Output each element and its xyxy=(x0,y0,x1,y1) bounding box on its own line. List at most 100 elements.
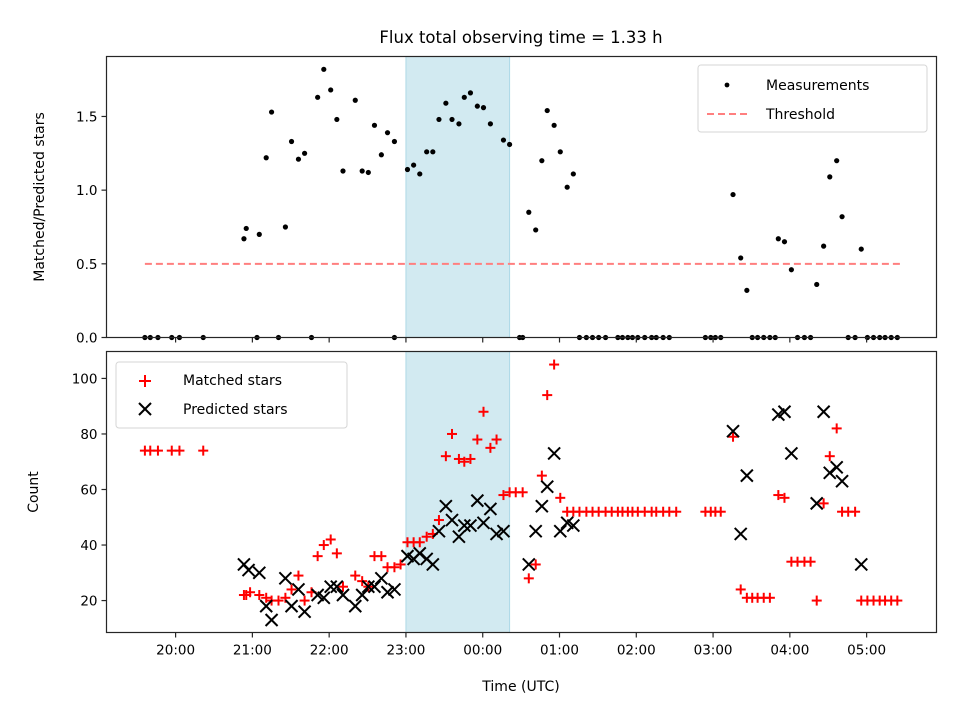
legend-threshold-label: Threshold xyxy=(765,107,835,123)
measurement-point xyxy=(544,107,550,114)
predicted-star-marker xyxy=(317,591,331,605)
predicted-star-marker xyxy=(483,502,498,516)
measurement-point xyxy=(506,141,513,148)
measurement-point xyxy=(564,184,570,190)
measurement-point xyxy=(411,162,417,168)
matched-star-marker xyxy=(350,570,361,581)
predicted-star-marker xyxy=(816,405,831,419)
top-highlight-span xyxy=(405,56,511,338)
legend-matched-label: Matched stars xyxy=(183,373,282,389)
measurement-point xyxy=(288,138,295,145)
chart-title: Flux total observing time = 1.33 h xyxy=(379,28,662,47)
measurement-point xyxy=(328,87,334,93)
measurement-point xyxy=(334,116,340,123)
measurement-point xyxy=(378,152,384,158)
measurement-point xyxy=(268,109,275,115)
predicted-star-marker xyxy=(323,579,338,594)
predicted-star-marker xyxy=(367,579,382,594)
predicted-star-marker xyxy=(336,588,350,602)
predicted-star-marker xyxy=(380,585,395,599)
bottom-xtick-label: 02:00 xyxy=(617,643,656,659)
matched-star-marker xyxy=(465,453,476,464)
measurement-point xyxy=(430,149,436,155)
matched-star-marker xyxy=(811,595,822,606)
matched-star-marker xyxy=(414,537,425,548)
matched-star-marker xyxy=(198,445,209,456)
top-ytick-label: 1.0 xyxy=(76,183,97,199)
measurement-point xyxy=(461,94,467,100)
measurement-point xyxy=(526,209,532,215)
measurement-point xyxy=(301,150,308,156)
predicted-star-marker xyxy=(348,599,362,613)
matched-star-marker xyxy=(245,587,256,598)
predicted-star-marker xyxy=(522,557,536,572)
bottom-ytick-label: 20 xyxy=(80,594,97,610)
matched-star-marker xyxy=(715,506,726,517)
matched-star-marker xyxy=(389,562,400,573)
measurement-point xyxy=(456,121,462,127)
measurement-point xyxy=(340,168,346,174)
measurement-point xyxy=(352,97,358,103)
predicted-star-marker xyxy=(264,613,279,627)
matched-star-marker xyxy=(337,581,348,592)
predicted-star-marker xyxy=(278,571,293,586)
top-ytick-label: 0.5 xyxy=(76,257,97,273)
matched-star-marker xyxy=(286,584,297,595)
predicted-star-marker xyxy=(535,499,549,513)
predicted-star-marker xyxy=(330,579,344,594)
top-legend-box xyxy=(697,64,928,133)
matched-star-marker xyxy=(728,431,739,442)
measurement-point xyxy=(365,169,371,176)
predicted-star-marker xyxy=(835,474,849,488)
matched-star-marker xyxy=(261,592,272,603)
matched-star-marker xyxy=(293,570,304,581)
bottom-legend: Matched stars Predicted stars xyxy=(115,361,348,429)
measurement-point xyxy=(282,224,288,230)
predicted-star-marker xyxy=(291,582,306,597)
legend-predicted-marker xyxy=(138,402,152,416)
matched-star-marker xyxy=(764,592,775,603)
legend-measurements-label: Measurements xyxy=(766,78,869,94)
measurement-point xyxy=(557,149,563,155)
bottom-legend-box xyxy=(115,361,348,429)
measurement-point xyxy=(391,138,398,145)
matched-star-marker xyxy=(331,548,342,559)
matched-star-marker xyxy=(472,434,483,445)
predicted-star-marker xyxy=(387,582,402,597)
matched-star-marker xyxy=(395,559,406,570)
measurement-point xyxy=(417,171,423,177)
matched-star-marker xyxy=(831,423,842,434)
matched-star-marker xyxy=(523,573,534,584)
legend-predicted-label: Predicted stars xyxy=(183,402,288,418)
bottom-y-axis-label: Count xyxy=(26,471,42,513)
matched-star-marker xyxy=(773,490,784,501)
matched-star-marker xyxy=(325,534,336,545)
legend-matched-marker xyxy=(139,375,151,387)
measurement-point xyxy=(443,100,449,106)
matched-star-marker xyxy=(174,445,185,456)
bottom-xtick-label: 03:00 xyxy=(694,643,733,659)
measurement-point xyxy=(781,239,788,245)
top-axes-frame xyxy=(105,55,938,339)
measurement-point xyxy=(263,155,269,161)
matched-star-marker xyxy=(735,584,746,595)
measurement-point xyxy=(834,158,840,164)
matched-star-marker xyxy=(254,590,265,601)
x-axis-label: Time (UTC) xyxy=(481,679,559,695)
measurement-point xyxy=(467,90,474,96)
matched-star-marker xyxy=(536,470,547,481)
predicted-star-marker xyxy=(284,599,299,613)
bottom-xtick-label: 00:00 xyxy=(463,643,502,659)
matched-star-marker xyxy=(498,490,509,501)
matched-star-marker xyxy=(555,492,566,503)
matched-star-marker xyxy=(478,406,489,417)
measurement-point xyxy=(539,158,545,164)
matched-star-marker xyxy=(491,434,502,445)
predicted-star-marker xyxy=(445,513,459,527)
measurement-point xyxy=(384,130,391,136)
predicted-star-marker xyxy=(463,518,478,533)
measurement-point xyxy=(424,149,430,155)
legend-measurements-marker xyxy=(724,82,730,88)
predicted-star-marker xyxy=(829,460,844,474)
matched-star-marker xyxy=(818,498,829,509)
